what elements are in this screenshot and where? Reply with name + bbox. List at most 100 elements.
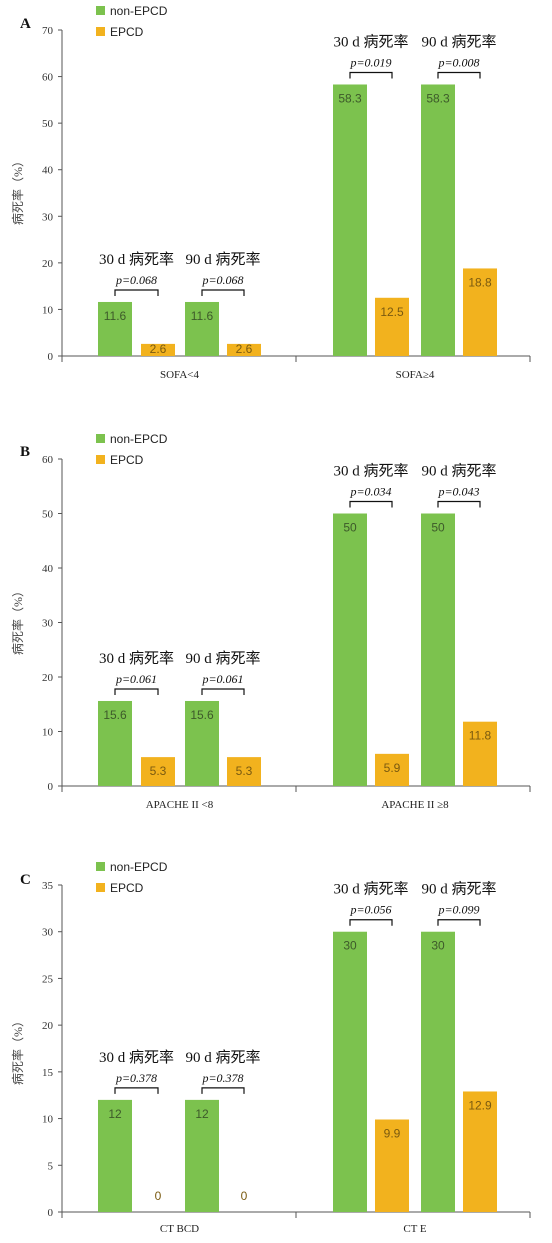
p-value-label: p=0.008: [437, 55, 479, 69]
y-tick-label: 60: [42, 454, 54, 466]
y-tick-label: 35: [42, 880, 54, 892]
significance-bracket: [114, 289, 159, 296]
bar-epcd: [141, 757, 175, 786]
data-label: 30: [431, 939, 445, 953]
data-label: 30: [343, 939, 357, 953]
y-tick-label: 10: [42, 727, 54, 739]
y-tick-label: 0: [48, 1207, 54, 1219]
category-label: SOFA<4: [160, 369, 200, 381]
data-label: 58.3: [338, 91, 362, 105]
data-label: 5.3: [150, 764, 167, 778]
p-value-label: p=0.378: [201, 1071, 243, 1085]
data-label: 11.8: [469, 729, 492, 743]
y-tick-label: 50: [42, 118, 54, 130]
legend-label-epcd: EPCD: [110, 25, 144, 39]
data-label: 15.6: [103, 708, 127, 722]
bar-non-epcd: [185, 700, 219, 786]
category-label: CT E: [403, 1223, 427, 1235]
significance-bracket: [201, 289, 245, 296]
annotation-title: 90 d 病死率: [185, 1049, 260, 1066]
data-label: 12: [195, 1107, 209, 1121]
bar-non-epcd: [421, 513, 455, 786]
y-tick-label: 40: [42, 165, 54, 177]
bar-non-epcd: [333, 931, 367, 1212]
legend: non-EPCD EPCD: [96, 432, 168, 467]
p-value-label: p=0.043: [437, 485, 479, 499]
category-label: CT BCD: [160, 1223, 199, 1235]
legend-label-non-epcd: non-EPCD: [110, 860, 168, 874]
data-label: 2.6: [150, 342, 167, 356]
panel-b: B 0 10 20 30 40 50 60 病死率（%） non-EPCD EPCD APACHE I…: [10, 432, 531, 811]
y-tick-label: 20: [42, 258, 54, 270]
annotation-title: 90 d 病死率: [185, 650, 260, 667]
y-tick-label: 30: [42, 211, 54, 223]
significance-bracket: [201, 688, 245, 695]
bar-epcd: [227, 757, 261, 786]
significance-bracket: [437, 500, 481, 508]
legend-label-epcd: EPCD: [110, 881, 144, 895]
data-label: 5.9: [384, 761, 401, 775]
significance-bracket: [437, 71, 481, 79]
bar-non-epcd: [98, 700, 132, 786]
bar-non-epcd: [421, 931, 455, 1212]
legend-swatch-non-epcd: [96, 434, 105, 443]
legend: non-EPCD EPCD: [96, 860, 168, 895]
y-tick-label: 0: [48, 781, 54, 793]
annotation-title: 30 d 病死率: [333, 33, 408, 50]
y-tick-label: 5: [48, 1160, 54, 1172]
data-label: 0: [155, 1189, 162, 1203]
significance-bracket: [114, 688, 159, 695]
bar-non-epcd: [185, 301, 219, 356]
panel-letter: C: [20, 872, 31, 888]
annotation-title: 30 d 病死率: [99, 1049, 174, 1066]
data-label: 0: [241, 1189, 248, 1203]
data-label: 9.9: [384, 1127, 401, 1141]
p-value-label: p=0.034: [349, 485, 391, 499]
y-tick-label: 50: [42, 509, 54, 521]
panel-letter: A: [20, 16, 31, 32]
y-axis-label: 病死率（%）: [10, 1015, 25, 1085]
bar-non-epcd: [98, 301, 132, 356]
significance-bracket: [437, 919, 481, 926]
legend-swatch-epcd: [96, 883, 105, 892]
bar-epcd: [227, 343, 261, 356]
legend-swatch-non-epcd: [96, 862, 105, 871]
data-label: 12.9: [468, 1098, 492, 1112]
y-tick-label: 25: [42, 973, 54, 985]
p-value-label: p=0.019: [349, 55, 391, 69]
significance-bracket: [114, 1087, 159, 1094]
legend: non-EPCD EPCD: [96, 4, 168, 39]
p-value-label: p=0.099: [437, 903, 479, 917]
p-value-label: p=0.061: [115, 672, 157, 686]
bar-epcd: [375, 297, 409, 356]
y-tick-label: 30: [42, 927, 54, 939]
y-tick-label: 10: [42, 304, 54, 316]
legend-swatch-epcd: [96, 27, 105, 36]
significance-bracket: [201, 1087, 245, 1094]
bar-epcd: [375, 753, 409, 786]
category-label: APACHE II ≥8: [381, 799, 449, 811]
bar-non-epcd: [421, 84, 455, 356]
y-tick-label: 15: [42, 1067, 54, 1079]
data-label: 5.3: [236, 764, 253, 778]
annotation-title: 30 d 病死率: [333, 463, 408, 480]
y-tick-label: 70: [42, 25, 54, 37]
y-tick-label: 40: [42, 563, 54, 575]
p-value-label: p=0.378: [115, 1071, 157, 1085]
bar-epcd: [463, 268, 497, 356]
panel-c: C 0 5 10 15 20 25 30 35 病死率（%） non-EPCD EPCD CT BCD 1…: [10, 860, 531, 1235]
legend-swatch-epcd: [96, 455, 105, 464]
panel-letter: B: [20, 444, 30, 460]
bar-epcd: [375, 1119, 409, 1212]
p-value-label: p=0.068: [201, 273, 243, 287]
data-label: 11.6: [191, 309, 214, 323]
data-label: 11.6: [104, 309, 127, 323]
bar-non-epcd: [185, 1099, 219, 1212]
significance-bracket: [349, 919, 393, 926]
bar-epcd: [463, 1091, 497, 1212]
p-value-label: p=0.068: [115, 273, 157, 287]
annotation-title: 30 d 病死率: [99, 251, 174, 268]
bar-non-epcd: [333, 84, 367, 356]
y-tick-label: 20: [42, 672, 54, 684]
